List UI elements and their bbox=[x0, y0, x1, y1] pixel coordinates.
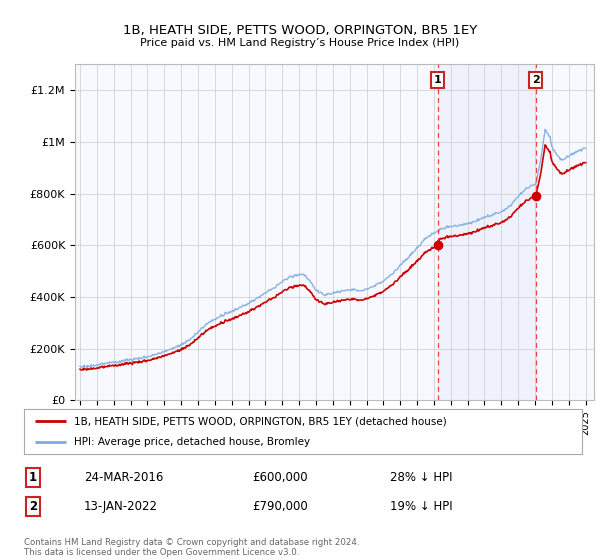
Text: HPI: Average price, detached house, Bromley: HPI: Average price, detached house, Brom… bbox=[74, 437, 310, 447]
Text: 2: 2 bbox=[532, 75, 539, 85]
Text: £600,000: £600,000 bbox=[252, 470, 308, 484]
Text: 24-MAR-2016: 24-MAR-2016 bbox=[84, 470, 163, 484]
Text: 2: 2 bbox=[29, 500, 37, 514]
Bar bbox=[438, 64, 536, 400]
Text: Price paid vs. HM Land Registry’s House Price Index (HPI): Price paid vs. HM Land Registry’s House … bbox=[140, 38, 460, 48]
Text: 1B, HEATH SIDE, PETTS WOOD, ORPINGTON, BR5 1EY: 1B, HEATH SIDE, PETTS WOOD, ORPINGTON, B… bbox=[123, 24, 477, 36]
Text: Contains HM Land Registry data © Crown copyright and database right 2024.
This d: Contains HM Land Registry data © Crown c… bbox=[24, 538, 359, 557]
Text: 13-JAN-2022: 13-JAN-2022 bbox=[84, 500, 158, 514]
Text: 28% ↓ HPI: 28% ↓ HPI bbox=[390, 470, 452, 484]
Text: 1: 1 bbox=[29, 470, 37, 484]
Text: 19% ↓ HPI: 19% ↓ HPI bbox=[390, 500, 452, 514]
Text: 1: 1 bbox=[434, 75, 442, 85]
Text: £790,000: £790,000 bbox=[252, 500, 308, 514]
Text: 1B, HEATH SIDE, PETTS WOOD, ORPINGTON, BR5 1EY (detached house): 1B, HEATH SIDE, PETTS WOOD, ORPINGTON, B… bbox=[74, 416, 447, 426]
